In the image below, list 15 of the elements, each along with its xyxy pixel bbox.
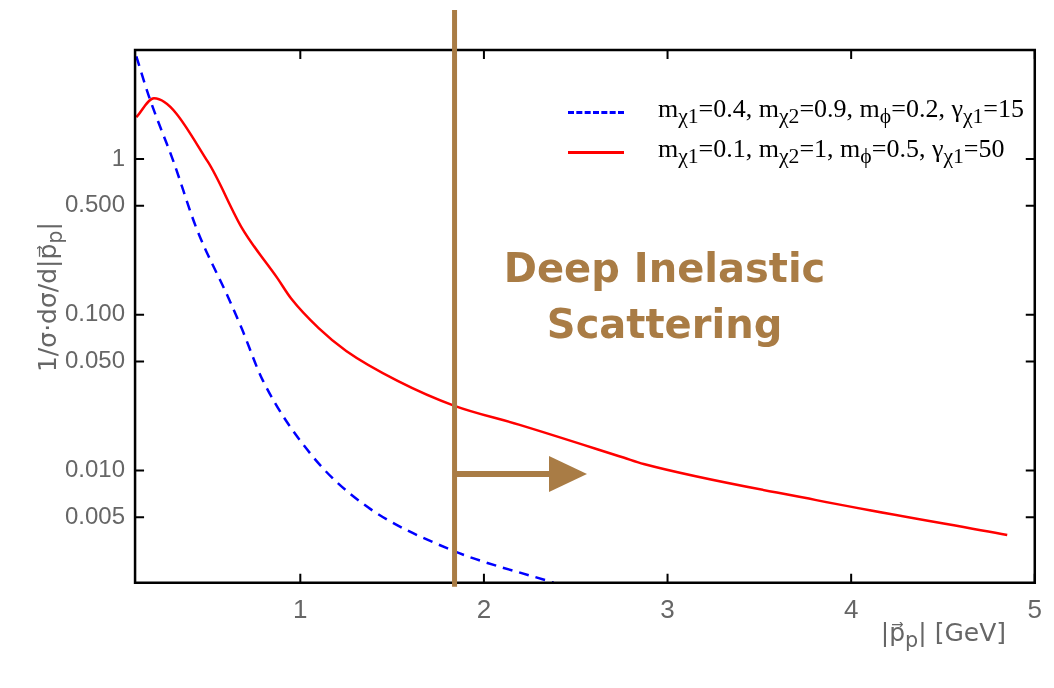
y-tick-label: 0.010 xyxy=(65,455,126,483)
x-tick-label: 5 xyxy=(1027,593,1042,624)
x-tick-label: 3 xyxy=(660,593,675,624)
x-tick-label: 1 xyxy=(293,593,308,624)
text: m$_{χ1}$=0.1, m$_{χ2}$=1, m$_{ϕ}$=0.5, γ$_{χ1}$=50 xyxy=(657,134,1005,169)
x-tick-label: 4 xyxy=(843,593,859,624)
x-axis-title: |p⃗$_{p}$| [GeV] xyxy=(880,618,1006,652)
y-tick-label: 0.100 xyxy=(65,299,126,327)
y-tick-label: 1 xyxy=(111,143,126,171)
text: m$_{χ1}$=0.4, m$_{χ2}$=0.9, m$_{ϕ}$=0.2, γ$_{χ1}$=15 xyxy=(657,94,1024,129)
y-tick-label: 0.050 xyxy=(65,346,126,374)
x-tick-label: 2 xyxy=(476,593,492,624)
ref-line-label: Deep Inelastic Scattering xyxy=(503,245,826,348)
y-tick-label: 0.005 xyxy=(65,501,126,529)
y-tick-label: 0.500 xyxy=(65,190,126,218)
